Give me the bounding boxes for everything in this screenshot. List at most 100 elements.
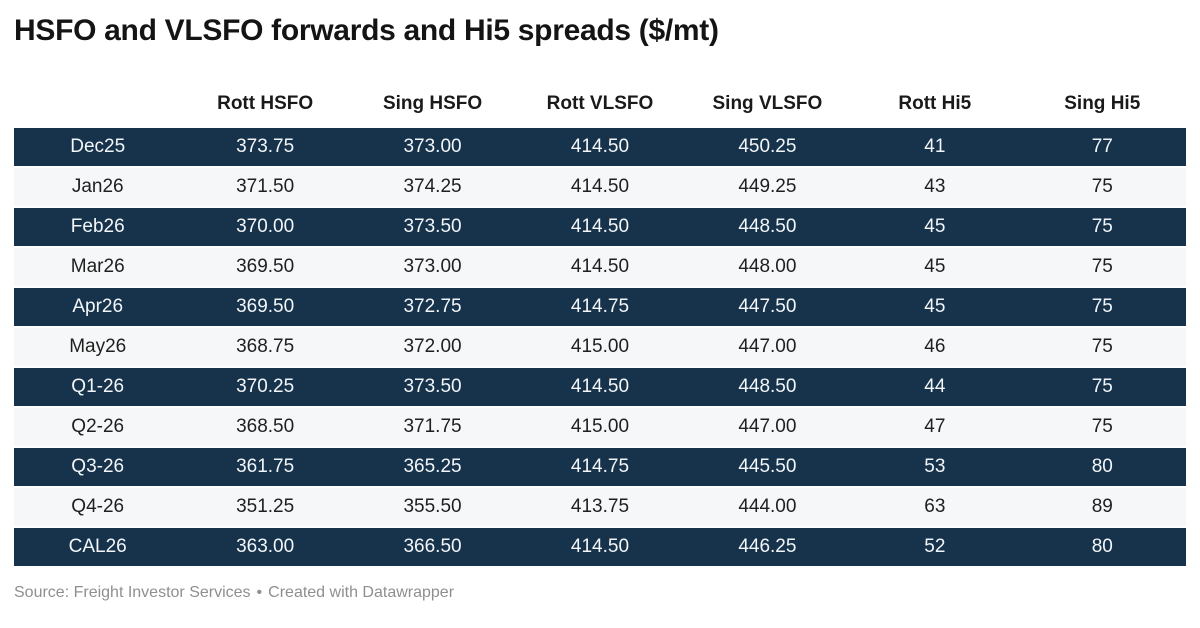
value-cell: 447.00 [683,327,852,368]
row-label-cell: Jan26 [14,167,182,208]
value-cell: 63 [851,487,1019,528]
row-label-cell: Dec25 [14,127,182,168]
value-cell: 365.25 [348,447,517,488]
value-cell: 44 [851,367,1019,408]
value-cell: 448.00 [683,247,852,288]
value-cell: 77 [1018,127,1186,168]
value-cell: 75 [1018,327,1186,368]
value-cell: 53 [851,447,1019,488]
value-cell: 368.75 [181,327,349,368]
value-cell: 372.75 [348,287,517,328]
datawrapper-attribution-link[interactable]: Created with Datawrapper [268,583,455,601]
value-cell: 361.75 [181,447,349,488]
value-cell: 448.50 [683,367,852,408]
footer-note: Source: Freight Investor Services • Crea… [14,584,1186,602]
row-label-cell: Q2-26 [14,407,182,448]
forwards-table: Rott HSFO Sing HSFO Rott VLSFO Sing VLSF… [14,50,1186,566]
value-cell: 414.50 [516,127,684,168]
column-header-rott-hsfo: Rott HSFO [217,92,314,114]
table-row: Feb26 370.00 373.50 414.50 448.50 45 75 [14,207,1186,248]
value-cell: 369.50 [181,287,349,328]
value-cell: 445.50 [683,447,852,488]
value-cell: 371.50 [181,167,349,208]
value-cell: 372.00 [348,327,517,368]
value-cell: 413.75 [516,487,684,528]
table-row: Q3-26 361.75 365.25 414.75 445.50 53 80 [14,447,1186,488]
table-row: Dec25 373.75 373.00 414.50 450.25 41 77 [14,127,1186,168]
value-cell: 449.25 [683,167,852,208]
row-label-cell: Q3-26 [14,447,182,488]
value-cell: 414.50 [516,167,684,208]
value-cell: 355.50 [348,487,517,528]
column-header-period [14,50,181,128]
value-cell: 373.50 [348,207,517,248]
value-cell: 75 [1018,367,1186,408]
value-cell: 447.50 [683,287,852,328]
row-label-cell: Q1-26 [14,367,182,408]
value-cell: 75 [1018,407,1186,448]
table-row: Jan26 371.50 374.25 414.50 449.25 43 75 [14,167,1186,208]
value-cell: 373.75 [181,127,349,168]
value-cell: 45 [851,247,1019,288]
datawrapper-table-card: HSFO and VLSFO forwards and Hi5 spreads … [14,14,1186,602]
value-cell: 43 [851,167,1019,208]
value-cell: 45 [851,287,1019,328]
column-header-rott-hi5: Rott Hi5 [898,92,972,114]
column-header-rott-vlsfo: Rott VLSFO [546,92,654,114]
row-label-cell: Feb26 [14,207,182,248]
value-cell: 351.25 [181,487,349,528]
value-cell: 41 [851,127,1019,168]
value-cell: 80 [1018,447,1186,488]
table-row: Apr26 369.50 372.75 414.75 447.50 45 75 [14,287,1186,328]
value-cell: 415.00 [516,327,684,368]
value-cell: 414.50 [516,367,684,408]
source-note: Source: Freight Investor Services [14,583,251,601]
value-cell: 75 [1018,167,1186,208]
value-cell: 75 [1018,287,1186,328]
value-cell: 446.25 [683,527,852,566]
column-header-sing-hsfo: Sing HSFO [382,92,483,114]
row-label-cell: Mar26 [14,247,182,288]
value-cell: 373.50 [348,367,517,408]
page-title: HSFO and VLSFO forwards and Hi5 spreads … [14,14,719,47]
row-label-cell: May26 [14,327,182,368]
table-row: Q1-26 370.25 373.50 414.50 448.50 44 75 [14,367,1186,408]
value-cell: 415.00 [516,407,684,448]
value-cell: 414.50 [516,527,684,566]
value-cell: 80 [1018,527,1186,566]
value-cell: 368.50 [181,407,349,448]
value-cell: 374.25 [348,167,517,208]
value-cell: 373.00 [348,247,517,288]
value-cell: 414.75 [516,287,684,328]
value-cell: 371.75 [348,407,517,448]
table-row: May26 368.75 372.00 415.00 447.00 46 75 [14,327,1186,368]
column-header-sing-vlsfo: Sing VLSFO [712,92,823,114]
value-cell: 414.50 [516,247,684,288]
value-cell: 414.75 [516,447,684,488]
table-row: Mar26 369.50 373.00 414.50 448.00 45 75 [14,247,1186,288]
value-cell: 366.50 [348,527,517,566]
value-cell: 52 [851,527,1019,566]
value-cell: 373.00 [348,127,517,168]
table-row: Q2-26 368.50 371.75 415.00 447.00 47 75 [14,407,1186,448]
value-cell: 370.00 [181,207,349,248]
table-row: CAL26 363.00 366.50 414.50 446.25 52 80 [14,527,1186,566]
row-label-cell: Apr26 [14,287,182,328]
value-cell: 75 [1018,207,1186,248]
value-cell: 448.50 [683,207,852,248]
header-row: Rott HSFO Sing HSFO Rott VLSFO Sing VLSF… [14,50,1186,128]
value-cell: 414.50 [516,207,684,248]
value-cell: 45 [851,207,1019,248]
value-cell: 89 [1018,487,1186,528]
row-label-cell: CAL26 [14,527,182,566]
value-cell: 444.00 [683,487,852,528]
value-cell: 369.50 [181,247,349,288]
footer-separator: • [256,583,263,601]
value-cell: 75 [1018,247,1186,288]
value-cell: 370.25 [181,367,349,408]
value-cell: 363.00 [181,527,349,566]
column-header-sing-hi5: Sing Hi5 [1064,92,1141,114]
value-cell: 447.00 [683,407,852,448]
row-label-cell: Q4-26 [14,487,182,528]
value-cell: 450.25 [683,127,852,168]
